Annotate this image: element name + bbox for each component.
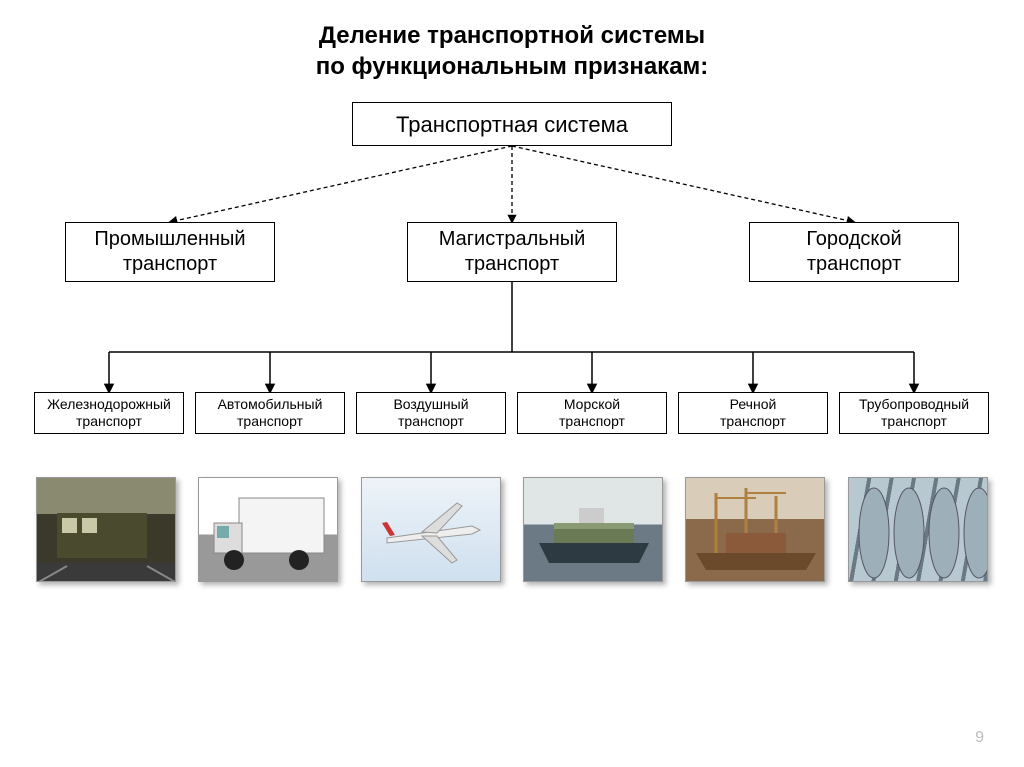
leaf-label2: транспорт — [559, 413, 625, 429]
mid-label: Промышленный — [94, 228, 245, 250]
leaf-label: Трубопроводный — [859, 396, 969, 412]
leaf-label: Автомобильный — [218, 396, 323, 412]
image-train — [36, 477, 176, 582]
mid-label: Городской — [806, 228, 901, 250]
title-line2: по функциональным признакам: — [316, 53, 709, 80]
diagram-canvas: Транспортная система Промышленный транспо… — [0, 92, 1024, 622]
root-label: Транспортная система — [396, 111, 628, 139]
image-pipeline — [848, 477, 988, 582]
slide-title: Деление транспортной системы по функцион… — [0, 0, 1024, 92]
leaf-node-rail: Железнодорожныйтранспорт — [34, 392, 184, 434]
leaf-node-air: Воздушныйтранспорт — [356, 392, 506, 434]
leaf-label2: транспорт — [720, 413, 786, 429]
mid-label2: транспорт — [123, 253, 217, 275]
leaf-label2: транспорт — [881, 413, 947, 429]
leaf-label: Морской — [564, 396, 620, 412]
mid-label2: транспорт — [465, 253, 559, 275]
leaf-node-auto: Автомобильныйтранспорт — [195, 392, 345, 434]
image-plane — [361, 477, 501, 582]
leaf-label2: транспорт — [398, 413, 464, 429]
mid-node-industrial: Промышленный транспорт — [65, 222, 275, 282]
image-port — [685, 477, 825, 582]
mid-label: Магистральный — [439, 228, 586, 250]
leaf-node-river: Речнойтранспорт — [678, 392, 828, 434]
mid-node-trunk: Магистральный транспорт — [407, 222, 617, 282]
image-truck — [198, 477, 338, 582]
leaf-label2: транспорт — [76, 413, 142, 429]
mid-node-urban: Городской транспорт — [749, 222, 959, 282]
leaf-label2: транспорт — [237, 413, 303, 429]
mid-label2: транспорт — [807, 253, 901, 275]
root-node: Транспортная система — [352, 102, 672, 146]
leaf-node-pipeline: Трубопроводныйтранспорт — [839, 392, 989, 434]
page-number: 9 — [975, 729, 984, 747]
leaf-label: Воздушный — [393, 396, 468, 412]
leaf-label: Речной — [730, 396, 777, 412]
leaf-node-sea: Морскойтранспорт — [517, 392, 667, 434]
images-row — [0, 477, 1024, 582]
title-line1: Деление транспортной системы — [319, 22, 705, 49]
leaf-label: Железнодорожный — [47, 396, 171, 412]
image-ship — [523, 477, 663, 582]
